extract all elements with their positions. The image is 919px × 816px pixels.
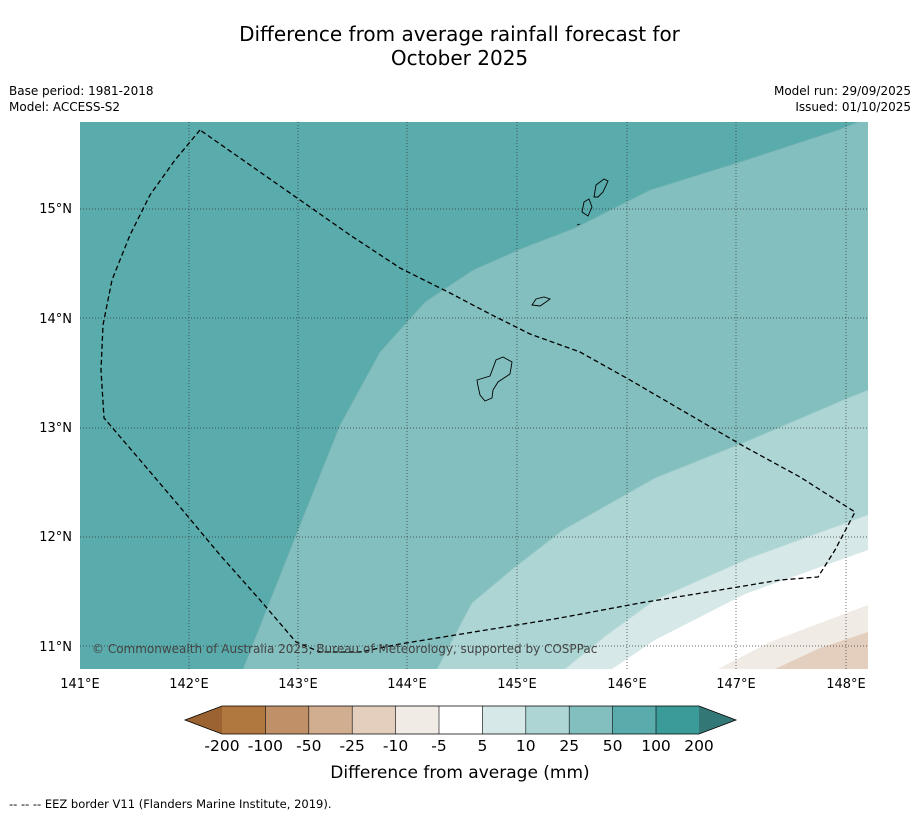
zone-minus-10-25 [775, 632, 868, 669]
islands [476, 178, 609, 402]
lat-label: 12°N [39, 530, 72, 545]
colorbar-swatch [222, 706, 266, 734]
model-run: Model run: 29/09/2025 [773, 84, 911, 98]
lon-label: 148°E [826, 677, 866, 692]
colorbar-swatch [265, 706, 309, 734]
base-period: Base period: 1981-2018 [9, 84, 154, 98]
island-rota [531, 296, 551, 307]
colorbar-swatch [525, 706, 570, 734]
island-aguijan [576, 223, 581, 226]
colorbar-extend-low [185, 706, 222, 734]
island-guam [476, 356, 513, 402]
colorbar-tick: 5 [477, 737, 487, 755]
colorbar-tick: 25 [559, 737, 579, 755]
lon-label: 145°E [497, 677, 537, 692]
meta-right: Model run: 29/09/2025 Issued: 01/10/2025 [774, 84, 911, 115]
colorbar-tick: 100 [641, 737, 671, 755]
colorbar-swatch [656, 706, 699, 734]
issued-date: Issued: 01/10/2025 [795, 99, 911, 114]
eez-footnote: -- -- -- EEZ border V11 (Flanders Marine… [9, 797, 332, 811]
lat-label: 14°N [39, 312, 72, 327]
lon-label: 146°E [607, 677, 647, 692]
gridlines [80, 122, 868, 669]
colorbar-tick: -50 [296, 737, 321, 755]
lat-label: 13°N [39, 421, 72, 436]
colorbar-tick: 50 [603, 737, 623, 755]
colorbar-tick: 200 [684, 737, 714, 755]
lon-label: 141°E [60, 677, 100, 692]
colorbar-swatch [612, 706, 656, 734]
lon-labels: 141°E 142°E 143°E 144°E 145°E 146°E 147°… [60, 677, 866, 692]
colorbar-swatch [439, 706, 483, 734]
colorbar-tick: -200 [204, 737, 239, 755]
island-saipan [593, 178, 609, 198]
eez-border [100, 129, 856, 653]
lat-labels: 15°N 14°N 13°N 12°N 11°N [39, 202, 72, 655]
lat-label: 15°N [39, 202, 72, 217]
colorbar-label: Difference from average (mm) [330, 763, 589, 783]
colorbar-tick: -5 [431, 737, 446, 755]
colorbar-swatch [395, 706, 439, 734]
colorbar: -200 -100 -50 -25 -10 -5 5 10 25 50 100 … [183, 705, 738, 783]
colorbar-extend-high [699, 706, 736, 734]
colorbar-swatch [308, 706, 353, 734]
colorbar-swatch [352, 706, 396, 734]
map-area: © Commonwealth of Australia 2025, Bureau… [80, 122, 868, 669]
lon-label: 142°E [169, 677, 209, 692]
map-title: Difference from average rainfall forecas… [0, 22, 919, 70]
lon-label: 144°E [387, 677, 427, 692]
copyright-notice: © Commonwealth of Australia 2025, Bureau… [92, 642, 597, 656]
colorbar-tick: 10 [516, 737, 536, 755]
colorbar-tick: -25 [340, 737, 365, 755]
colorbar-tick: -100 [248, 737, 283, 755]
title-line-1: Difference from average rainfall forecas… [239, 22, 680, 46]
lon-label: 147°E [716, 677, 756, 692]
lon-label: 143°E [278, 677, 318, 692]
lat-label: 11°N [39, 640, 72, 655]
island-tinian [581, 198, 593, 217]
title-line-2: October 2025 [390, 46, 529, 70]
meta-left: Base period: 1981-2018 Model: ACCESS-S2 [9, 84, 154, 115]
colorbar-swatch [482, 706, 526, 734]
colorbar-tick: -10 [383, 737, 408, 755]
colorbar-swatch [569, 706, 613, 734]
model-name: Model: ACCESS-S2 [9, 99, 121, 114]
